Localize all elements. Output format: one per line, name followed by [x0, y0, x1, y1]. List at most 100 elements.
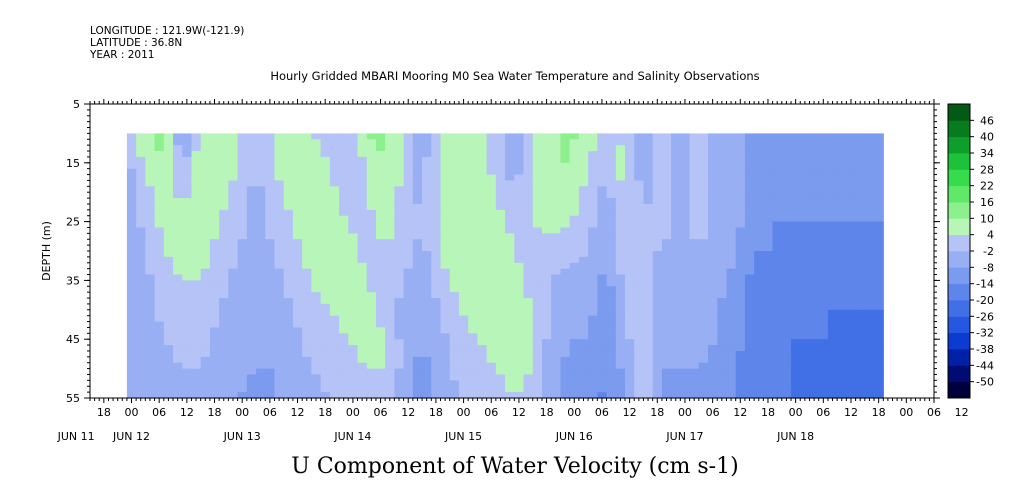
- heatmap-cell: [523, 198, 534, 205]
- heatmap-cell: [726, 392, 737, 399]
- heatmap-cell: [781, 227, 792, 234]
- heatmap-cell: [818, 239, 829, 246]
- heatmap-cell: [320, 286, 331, 293]
- heatmap-cell: [145, 339, 156, 346]
- heatmap-cell: [615, 315, 626, 323]
- heatmap-cell: [680, 315, 691, 323]
- heatmap-cell: [578, 203, 589, 211]
- heatmap-cell: [302, 233, 312, 240]
- heatmap-cell: [597, 345, 608, 352]
- heatmap-cell: [855, 374, 866, 381]
- heatmap-cell: [366, 209, 377, 217]
- heatmap-cell: [431, 292, 442, 299]
- heatmap-cell: [265, 192, 276, 199]
- x-hour-label: 06: [595, 406, 609, 419]
- heatmap-cell: [219, 156, 229, 164]
- heatmap-cell: [163, 151, 174, 158]
- heatmap-cell: [246, 356, 257, 364]
- heatmap-cell: [320, 362, 331, 370]
- heatmap-cell: [191, 321, 202, 329]
- heatmap-cell: [588, 256, 598, 264]
- heatmap-cell: [449, 203, 460, 211]
- heatmap-cell: [348, 374, 359, 381]
- heatmap-cell: [717, 145, 728, 152]
- heatmap-cell: [154, 392, 165, 399]
- heatmap-cell: [588, 251, 598, 258]
- heatmap-cell: [671, 209, 681, 217]
- heatmap-cell: [634, 380, 645, 387]
- heatmap-cell: [422, 386, 432, 393]
- heatmap-cell: [514, 256, 525, 264]
- heatmap-cell: [634, 203, 645, 211]
- heatmap-cell: [569, 380, 580, 387]
- heatmap-cell: [339, 221, 349, 229]
- heatmap-cell: [283, 356, 294, 364]
- heatmap-cell: [606, 209, 617, 217]
- heatmap-cell: [412, 327, 423, 334]
- heatmap-cell: [256, 339, 266, 346]
- heatmap-cell: [126, 192, 137, 199]
- heatmap-cell: [818, 209, 829, 217]
- heatmap-cell: [495, 386, 506, 393]
- heatmap-cell: [200, 392, 211, 399]
- heatmap-cell: [237, 256, 248, 264]
- heatmap-cell: [200, 215, 211, 223]
- heatmap-cell: [246, 151, 257, 158]
- heatmap-cell: [744, 298, 755, 305]
- heatmap-cell: [523, 227, 534, 234]
- heatmap-cell: [874, 292, 884, 299]
- heatmap-cell: [671, 268, 681, 276]
- heatmap-cell: [154, 215, 165, 223]
- heatmap-cell: [422, 333, 432, 340]
- heatmap-cell: [652, 380, 663, 387]
- heatmap-cell: [182, 180, 193, 187]
- heatmap-cell: [163, 256, 174, 264]
- heatmap-cell: [366, 309, 377, 317]
- heatmap-cell: [237, 303, 248, 311]
- heatmap-cell: [458, 139, 469, 146]
- heatmap-cell: [624, 221, 635, 229]
- heatmap-cell: [154, 233, 165, 240]
- heatmap-cell: [256, 203, 266, 211]
- heatmap-cell: [468, 368, 479, 376]
- heatmap-cell: [846, 251, 857, 258]
- heatmap-cell: [126, 245, 137, 252]
- heatmap-cell: [652, 350, 663, 358]
- heatmap-cell: [514, 209, 525, 217]
- heatmap-cell: [505, 309, 515, 317]
- heatmap-cell: [717, 256, 728, 264]
- heatmap-cell: [569, 356, 580, 364]
- heatmap-cell: [237, 227, 248, 234]
- heatmap-cell: [818, 139, 829, 146]
- heatmap-cell: [449, 162, 460, 170]
- heatmap-cell: [145, 321, 156, 329]
- heatmap-cell: [228, 380, 239, 387]
- heatmap-cell: [274, 168, 285, 176]
- heatmap-cell: [292, 174, 303, 182]
- heatmap-cell: [182, 327, 193, 334]
- heatmap-cell: [708, 286, 718, 293]
- heatmap-cell: [671, 192, 681, 199]
- heatmap-cell: [606, 292, 617, 299]
- heatmap-cell: [717, 239, 728, 246]
- heatmap-cell: [800, 280, 811, 287]
- heatmap-cell: [311, 145, 322, 152]
- heatmap-cell: [505, 162, 515, 170]
- heatmap-cell: [163, 209, 174, 217]
- heatmap-cell: [292, 215, 303, 223]
- heatmap-cell: [772, 356, 783, 364]
- heatmap-cell: [348, 168, 359, 176]
- heatmap-cell: [837, 209, 847, 217]
- heatmap-cell: [311, 245, 322, 252]
- heatmap-cell: [791, 221, 801, 229]
- heatmap-cell: [136, 362, 146, 370]
- heatmap-cell: [717, 156, 728, 164]
- heatmap-cell: [200, 186, 211, 193]
- heatmap-cell: [671, 198, 681, 205]
- heatmap-cell: [486, 239, 497, 246]
- heatmap-cell: [468, 145, 479, 152]
- heatmap-cell: [274, 392, 285, 399]
- heatmap-cell: [523, 274, 534, 281]
- heatmap-cell: [671, 309, 681, 317]
- heatmap-cell: [551, 356, 562, 364]
